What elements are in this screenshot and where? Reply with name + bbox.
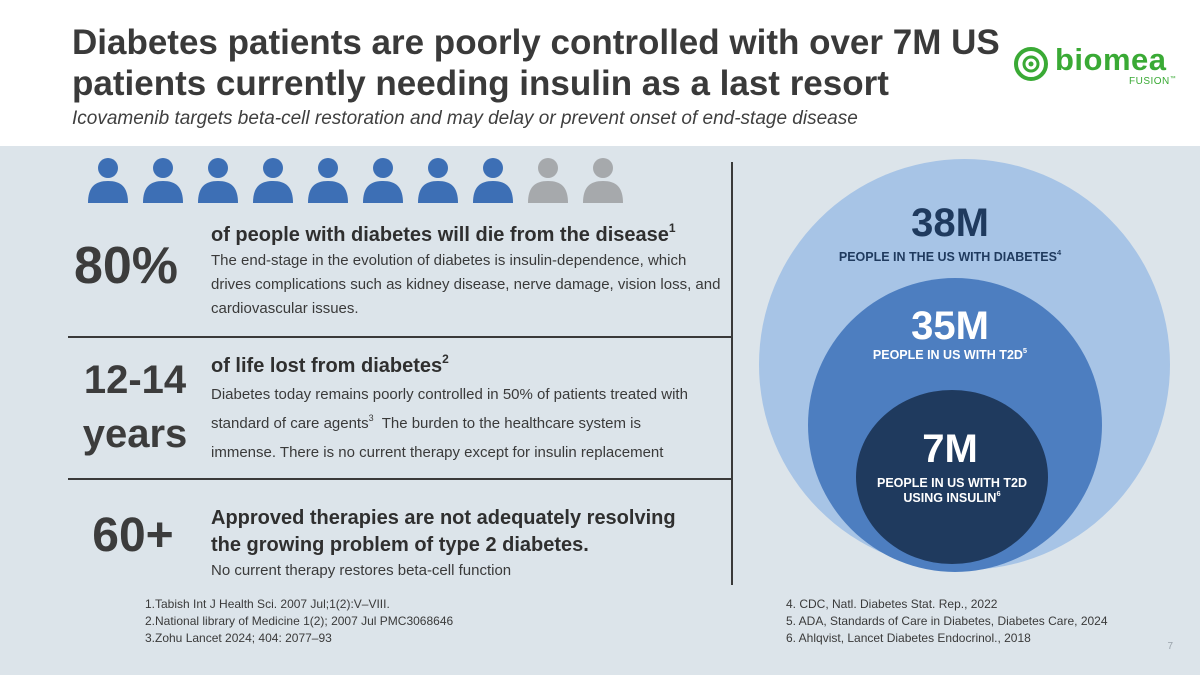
person-icon-highlighted	[471, 157, 515, 203]
person-icon-highlighted	[416, 157, 460, 203]
reference-item: 2.National library of Medicine 1(2); 200…	[145, 614, 454, 628]
logo-subtitle: FUSION™	[1129, 76, 1177, 87]
stat-body: No current therapy restores beta-cell fu…	[211, 562, 512, 579]
circle-label-7m: PEOPLE IN US WITH T2D USING INSULIN6	[876, 476, 1027, 505]
page-subtitle: Icovamenib targets beta-cell restoration…	[72, 108, 858, 129]
biomea-logo-icon	[1014, 47, 1048, 81]
reference-item: 4. CDC, Natl. Diabetes Stat. Rep., 2022	[786, 597, 998, 611]
stat-body: The end-stage in the evolution of diabet…	[211, 252, 721, 317]
circle-value-35m: 35M	[911, 304, 989, 348]
reference-item: 3.Zohu Lancet 2024; 404: 2077–93	[145, 631, 332, 645]
horizontal-divider	[68, 336, 731, 338]
stat-headline: of people with diabetes will die from th…	[211, 221, 676, 246]
circle-value-7m: 7M	[922, 427, 978, 471]
page-title: Diabetes patients are poorly controlled …	[72, 23, 1000, 103]
reference-item: 6. Ahlqvist, Lancet Diabetes Endocrinol.…	[786, 631, 1031, 645]
company-logo: biomea FUSION™	[1013, 42, 1177, 92]
stat-number-60-plus: 60+	[92, 509, 174, 562]
horizontal-divider	[68, 478, 731, 480]
references-left: 1.Tabish Int J Health Sci. 2007 Jul;1(2)…	[145, 596, 453, 647]
person-icon-highlighted	[141, 157, 185, 203]
reference-item: 1.Tabish Int J Health Sci. 2007 Jul;1(2)…	[145, 597, 390, 611]
stat-headline: Approved therapies are not adequately re…	[211, 507, 676, 556]
person-icon-highlighted	[306, 157, 350, 203]
person-icon-highlighted	[251, 157, 295, 203]
person-icon-muted	[526, 157, 570, 203]
reference-item: 5. ADA, Standards of Care in Diabetes, D…	[786, 614, 1108, 628]
references-right: 4. CDC, Natl. Diabetes Stat. Rep., 2022 …	[786, 596, 1108, 647]
stat-headline: of life lost from diabetes2	[211, 352, 449, 377]
circle-7m	[856, 390, 1048, 564]
person-icon-highlighted	[361, 157, 405, 203]
person-icon-highlighted	[86, 157, 130, 203]
circle-value-38m: 38M	[911, 201, 989, 245]
stat-number-80-percent: 80%	[73, 237, 179, 295]
person-icon-highlighted	[196, 157, 240, 203]
circle-label-38m: PEOPLE IN THE US WITH DIABETES4	[838, 248, 1062, 264]
stat-body: Diabetes today remains poorly controlled…	[211, 386, 688, 461]
stat-number-years: 12-14 years	[82, 358, 188, 456]
logo-wordmark: biomea	[1055, 42, 1167, 77]
vertical-divider	[731, 162, 733, 585]
circle-label-35m: PEOPLE IN US WITH T2D5	[872, 346, 1028, 362]
person-icon-muted	[581, 157, 625, 203]
page-number: 7	[1167, 641, 1173, 652]
